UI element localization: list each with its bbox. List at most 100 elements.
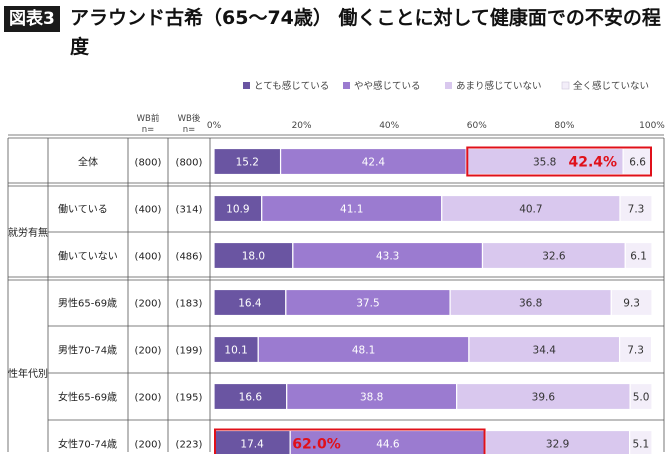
group-label: 性年代別	[8, 367, 48, 380]
x-tick-label: 80%	[554, 121, 574, 131]
n-after: (195)	[176, 393, 203, 404]
n-before: (800)	[135, 158, 162, 169]
legend-label: とても感じている	[254, 80, 329, 92]
x-tick-label: 100%	[639, 121, 665, 131]
figure-badge: 図表3	[4, 6, 60, 32]
data-label: 6.6	[629, 157, 646, 169]
n-after: (800)	[176, 158, 203, 169]
data-label: 10.1	[224, 345, 247, 357]
bar-segment	[286, 382, 458, 411]
legend-swatch	[561, 81, 570, 90]
data-label: 7.3	[628, 204, 645, 216]
n-after: (199)	[176, 346, 203, 357]
row-label: 働いている	[58, 203, 108, 216]
column-header: WB後	[178, 113, 201, 124]
n-before: (200)	[135, 393, 162, 404]
legend-label: やや感じている	[354, 80, 421, 92]
data-label: 15.2	[236, 157, 259, 169]
data-label: 32.6	[542, 251, 566, 263]
data-label: 34.4	[533, 345, 557, 357]
bar-segment	[468, 335, 621, 364]
data-label: 18.0	[242, 251, 265, 263]
data-label: 39.6	[532, 392, 556, 404]
bar-segment	[481, 241, 626, 270]
row-label: 男性70-74歳	[58, 344, 117, 357]
data-label: 40.7	[519, 204, 542, 216]
bar-segment	[213, 147, 282, 176]
bar-segment	[624, 241, 653, 270]
column-header: n=	[142, 125, 155, 135]
legend-label: あまり感じていない	[456, 80, 542, 92]
data-label: 35.8	[533, 157, 556, 169]
data-label: 9.3	[623, 298, 640, 310]
highlight-label: 42.4%	[569, 155, 618, 171]
chart-title: アラウンド古希（65〜74歳） 働くことに対して健康面での不安の程度	[70, 7, 661, 58]
bar-segments: 15.2 42.4 35.8 6.6 10.9 41.1 40.7 7.3 18.0 43.3 32…	[213, 147, 653, 454]
legend-swatch	[445, 82, 452, 89]
bar-segment	[213, 241, 294, 270]
data-label: 16.4	[238, 298, 262, 310]
x-tick-label: 0%	[207, 121, 222, 131]
n-after: (314)	[176, 205, 203, 216]
data-label: 36.8	[519, 298, 542, 310]
row-label: 男性65-69歳	[58, 297, 117, 310]
bar-segment	[629, 429, 653, 454]
data-label: 38.8	[360, 392, 383, 404]
data-label: 48.1	[352, 345, 375, 357]
bar-segment	[610, 288, 653, 317]
bar-segment	[441, 194, 621, 223]
chart-legend: とても感じている やや感じている あまり感じていない 全く感じていない	[243, 80, 649, 92]
bar-segment	[213, 335, 259, 364]
data-label: 44.6	[376, 439, 400, 451]
bar-segment	[279, 147, 467, 176]
data-label: 42.4	[362, 157, 386, 169]
data-label: 16.6	[239, 392, 263, 404]
data-label: 37.5	[356, 298, 379, 310]
data-label: 5.0	[633, 392, 650, 404]
data-label: 7.3	[627, 345, 644, 357]
row-label: 働いていない	[58, 250, 118, 263]
n-after: (223)	[176, 440, 203, 451]
bar-segment	[213, 194, 263, 223]
data-label: 5.1	[632, 439, 649, 451]
x-tick-label: 60%	[467, 121, 487, 131]
x-tick-label: 20%	[292, 121, 312, 131]
row-label: 女性70-74歳	[58, 438, 117, 451]
n-before: (200)	[135, 440, 162, 451]
highlight-box	[214, 428, 486, 454]
x-axis-ticks: 0% 20% 40% 60% 80% 100%	[207, 121, 665, 131]
legend-swatch	[243, 82, 250, 89]
data-label: 17.4	[240, 439, 264, 451]
highlight-box	[466, 146, 652, 177]
bar-segment	[213, 288, 287, 317]
n-after: (183)	[176, 299, 203, 310]
data-label: 6.1	[630, 251, 647, 263]
n-before: (200)	[135, 299, 162, 310]
highlight-label: 62.0%	[292, 437, 341, 453]
x-tick-label: 40%	[379, 121, 399, 131]
group-label: 就労有無	[8, 226, 48, 239]
n-before: (400)	[135, 205, 162, 216]
data-label: 10.9	[226, 204, 249, 216]
n-after: (486)	[176, 252, 203, 263]
legend-swatch	[343, 82, 350, 89]
row-label: 女性65-69歳	[58, 391, 117, 404]
data-label: 41.1	[340, 204, 363, 216]
n-before: (200)	[135, 346, 162, 357]
bar-segment	[619, 194, 653, 223]
bar-segment	[618, 335, 653, 364]
data-label: 43.3	[376, 251, 399, 263]
bar-segment	[449, 288, 612, 317]
highlight-annotations: 42.4% 62.0%	[214, 146, 652, 454]
data-label: 32.9	[546, 439, 569, 451]
n-before: (400)	[135, 252, 162, 263]
row-label: 全体	[78, 156, 98, 169]
legend-label: 全く感じていない	[573, 80, 649, 92]
column-header: WB前	[137, 113, 160, 124]
column-header: n=	[183, 125, 196, 135]
bar-segment	[629, 382, 653, 411]
bar-segment	[292, 241, 484, 270]
